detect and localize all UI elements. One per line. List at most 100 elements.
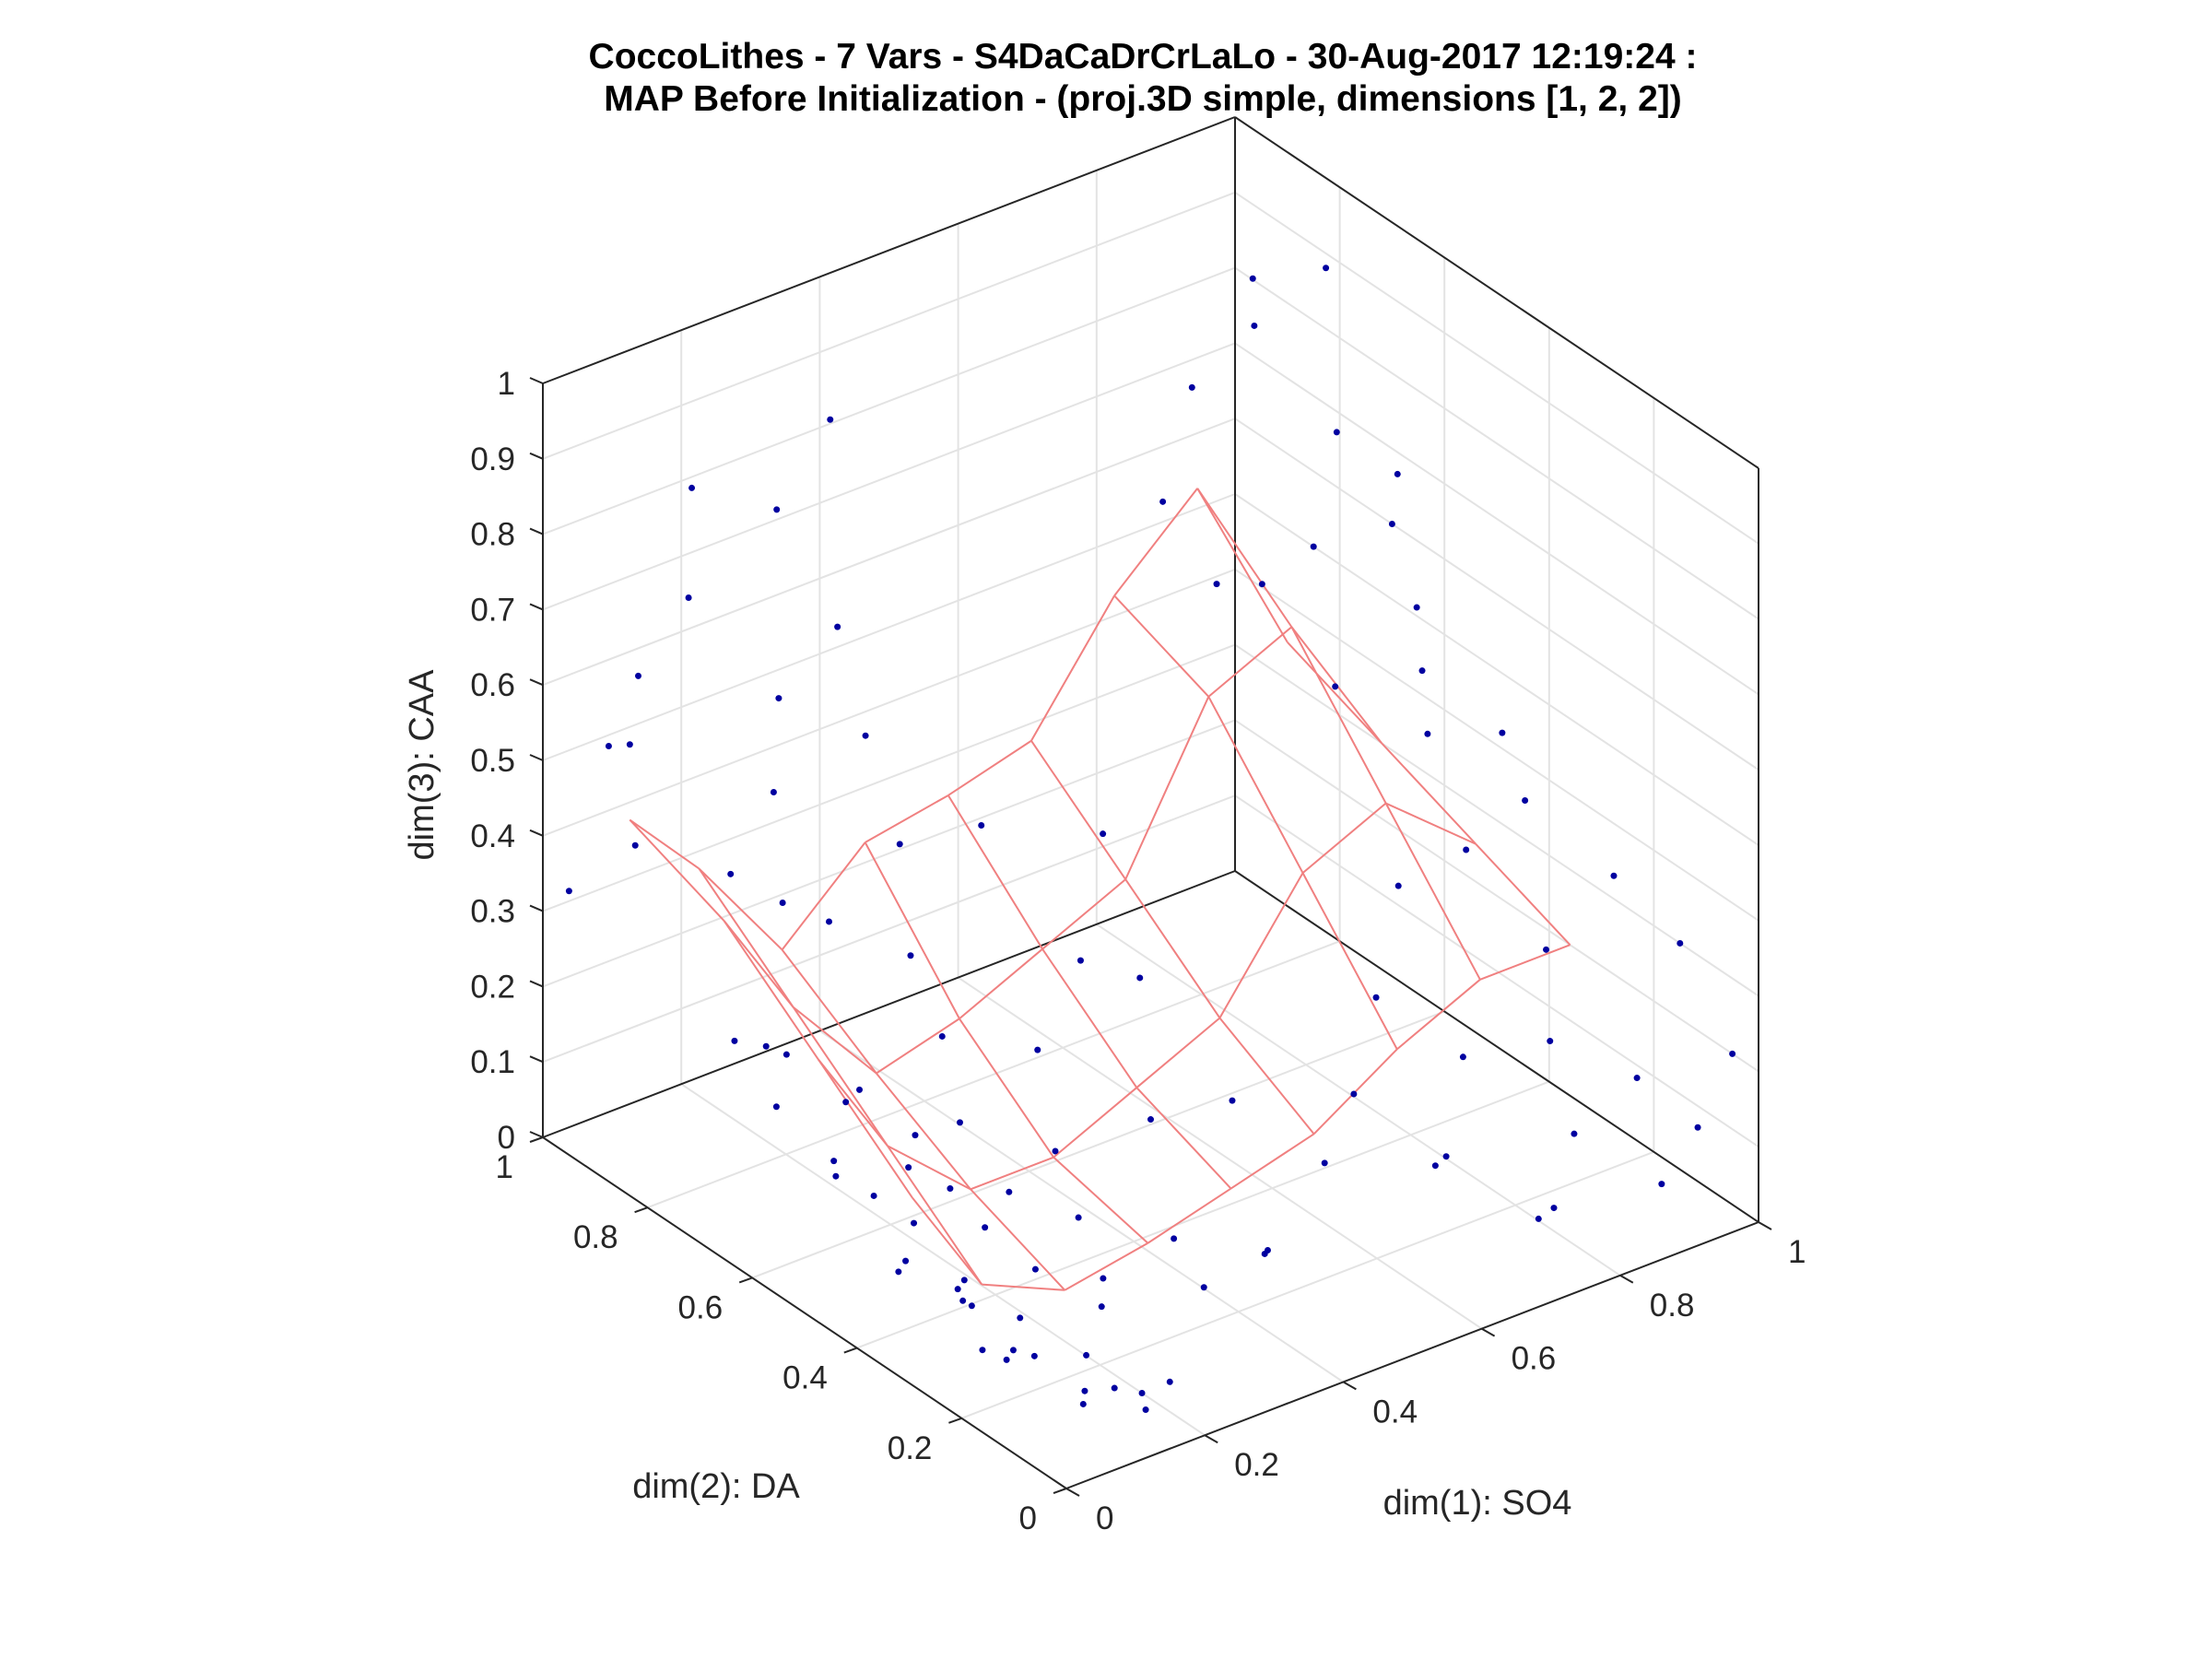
data-point <box>1459 1053 1466 1061</box>
grid-line <box>542 342 1236 611</box>
mesh-edge <box>1385 802 1477 845</box>
data-point <box>1200 1284 1207 1291</box>
data-point <box>1258 581 1265 588</box>
data-point <box>1547 1038 1554 1045</box>
mesh-edge <box>723 920 794 1008</box>
y-tick-mark <box>1053 1488 1067 1494</box>
data-point <box>1332 683 1339 690</box>
mesh-edge <box>698 867 794 1008</box>
data-point <box>565 888 572 895</box>
grid-line <box>542 794 1236 1064</box>
grid-line <box>1234 342 1759 696</box>
mesh-edge <box>1113 488 1198 596</box>
data-point <box>1159 498 1167 505</box>
data-point <box>1394 470 1401 477</box>
z-tick-mark <box>529 452 544 460</box>
x-tick-mark <box>1065 1488 1080 1497</box>
data-point <box>1171 1235 1178 1242</box>
x-tick-label: 0.6 <box>1512 1341 1557 1377</box>
y-tick-mark <box>738 1277 753 1284</box>
chart-title-line1: CoccoLithes - 7 Vars - S4DaCaDrCrLaLo - … <box>589 37 1698 76</box>
grid-line <box>542 418 1236 687</box>
grid-line <box>1234 719 1759 1073</box>
z-tick-label: 0.1 <box>470 1044 515 1080</box>
data-point <box>1003 1356 1010 1363</box>
mesh-edge <box>1287 641 1382 744</box>
mesh-edge <box>982 1283 1065 1291</box>
data-point <box>1083 1351 1090 1359</box>
data-point <box>830 1158 838 1165</box>
z-tick-label: 0.7 <box>470 592 515 628</box>
mesh-edge <box>1196 488 1288 643</box>
data-point <box>1543 946 1550 953</box>
data-point <box>1522 796 1529 804</box>
data-point <box>1100 1275 1107 1282</box>
data-point <box>1031 1265 1039 1273</box>
data-point <box>1249 275 1256 282</box>
data-point <box>834 623 841 630</box>
grid-line <box>542 266 1236 535</box>
mesh-edge <box>1230 1133 1315 1190</box>
z-tick-label: 0.3 <box>470 894 515 930</box>
data-point <box>731 1037 738 1044</box>
z-tick-mark <box>529 980 544 988</box>
map-mesh <box>629 488 1571 1291</box>
data-point <box>1610 872 1618 879</box>
mesh-edge <box>1290 626 1387 805</box>
mesh-edge <box>970 1156 1054 1191</box>
data-point <box>1030 1352 1038 1359</box>
data-point <box>1350 1090 1358 1098</box>
data-point <box>902 1257 910 1265</box>
data-point <box>905 1164 912 1171</box>
data-point <box>954 1286 961 1293</box>
z-tick-mark <box>529 904 544 912</box>
data-point <box>1323 265 1330 272</box>
data-point <box>779 900 786 906</box>
mesh-edge <box>1218 1017 1315 1135</box>
z-tick-mark <box>529 1055 544 1064</box>
mesh-edge <box>947 739 1032 796</box>
mesh-edge <box>1207 626 1293 698</box>
data-point <box>959 1297 967 1304</box>
mesh-edge <box>959 1018 1054 1159</box>
data-point <box>1075 1214 1082 1221</box>
mesh-edge <box>723 920 819 1060</box>
data-point <box>911 1219 918 1227</box>
data-point <box>1147 1116 1154 1124</box>
y-tick-label: 0.2 <box>888 1430 933 1466</box>
data-point <box>626 741 633 748</box>
data-point <box>770 788 777 795</box>
y-tick-label: 1 <box>496 1149 513 1185</box>
mesh-edge <box>1384 803 1481 981</box>
z-tick-mark <box>529 377 544 384</box>
y-tick-mark <box>529 1136 544 1143</box>
mesh-edge <box>970 1188 1066 1291</box>
z-tick-mark <box>529 678 544 687</box>
data-point <box>1229 1097 1236 1104</box>
mesh-edge <box>1113 594 1210 698</box>
grid-line <box>958 976 1483 1330</box>
axis-line <box>542 116 1236 384</box>
x-tick-label: 0 <box>1096 1500 1113 1536</box>
grid-line <box>1234 568 1759 922</box>
mesh-edge <box>1124 696 1210 880</box>
data-point <box>1052 1147 1059 1155</box>
mesh-edge <box>1053 1156 1149 1244</box>
y-tick-mark <box>843 1347 858 1354</box>
data-point <box>842 1099 850 1106</box>
data-point <box>907 952 914 959</box>
y-tick-label: 0.6 <box>678 1289 724 1325</box>
data-point <box>1431 1162 1439 1170</box>
data-point <box>1535 1215 1542 1222</box>
axis-line <box>542 870 1236 1138</box>
x-tick-label: 0.4 <box>1372 1394 1418 1430</box>
data-point <box>635 672 641 679</box>
mesh-edge <box>1479 944 1571 981</box>
data-point <box>1251 322 1258 329</box>
z-tick-mark <box>529 1131 544 1138</box>
mesh-edge <box>1064 1241 1148 1291</box>
mesh-edge <box>1135 1087 1232 1190</box>
grid-line <box>1234 418 1759 771</box>
data-point <box>1499 729 1506 736</box>
